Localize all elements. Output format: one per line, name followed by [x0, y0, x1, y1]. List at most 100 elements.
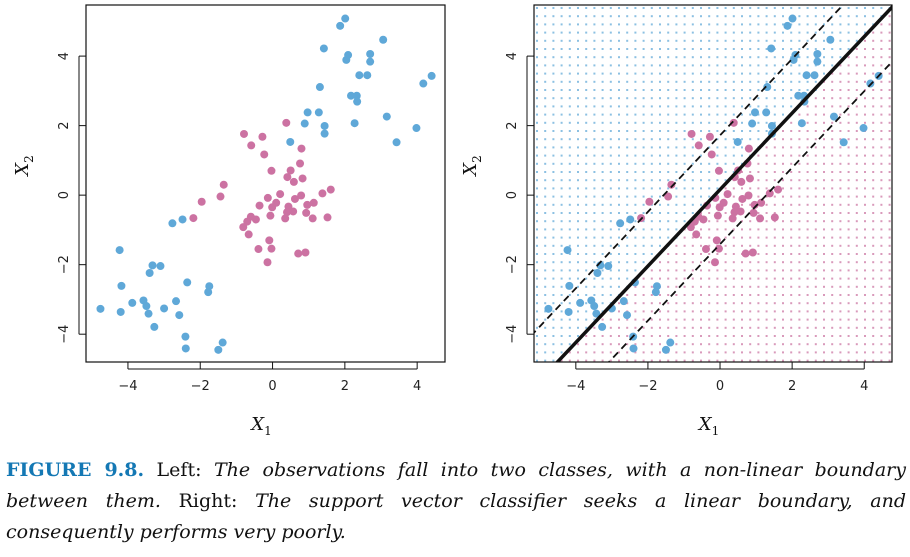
grid-dot [536, 351, 538, 354]
grid-dot [642, 121, 645, 124]
grid-dot [839, 105, 842, 108]
grid-dot [790, 162, 793, 165]
grid-dot [691, 39, 694, 42]
grid-dot [708, 269, 711, 272]
class-blue-point [181, 332, 190, 341]
grid-dot [700, 130, 702, 132]
grid-dot [650, 343, 653, 346]
grid-dot [577, 244, 579, 247]
grid-dot [609, 113, 612, 116]
grid-dot [855, 138, 858, 141]
grid-dot [650, 39, 653, 42]
grid-dot [741, 121, 743, 124]
grid-dot [757, 187, 760, 190]
grid-dot [880, 285, 883, 288]
grid-dot [708, 48, 711, 50]
grid-dot [823, 56, 825, 59]
grid-dot [536, 359, 538, 362]
grid-dot [724, 359, 727, 362]
grid-dot [724, 318, 727, 321]
grid-dot [823, 343, 825, 346]
grid-dot [667, 228, 670, 231]
grid-dot [667, 171, 670, 173]
grid-dot [749, 56, 752, 59]
grid-dot [650, 89, 653, 91]
grid-dot [773, 15, 776, 18]
grid-dot [568, 64, 571, 67]
grid-dot [864, 318, 866, 321]
grid-dot [593, 244, 596, 247]
grid-dot [790, 7, 793, 9]
grid-dot [798, 179, 801, 182]
grid-dot [872, 105, 875, 108]
grid-dot [708, 244, 711, 247]
grid-dot [880, 302, 883, 305]
grid-dot [675, 244, 678, 247]
class-pink-point [297, 144, 306, 153]
grid-dot [814, 64, 817, 67]
grid-dot [823, 269, 825, 272]
grid-dot [683, 261, 686, 264]
grid-dot [888, 195, 891, 198]
grid-dot [552, 179, 555, 182]
grid-dot [552, 7, 555, 9]
grid-dot [544, 15, 547, 18]
grid-dot [659, 269, 661, 272]
class-pink-point [301, 248, 310, 257]
grid-dot [888, 80, 891, 83]
grid-dot [765, 130, 768, 132]
class-blue-point [128, 298, 137, 307]
grid-dot [880, 335, 883, 337]
grid-dot [847, 335, 850, 337]
grid-dot [823, 7, 825, 9]
grid-dot [765, 335, 768, 337]
grid-dot [847, 15, 850, 18]
class-pink-point [745, 174, 754, 183]
caption-right-label: Right: [160, 490, 256, 512]
grid-dot [667, 15, 670, 18]
grid-dot [601, 80, 604, 83]
grid-dot [560, 105, 563, 108]
grid-dot [585, 212, 588, 214]
grid-dot [536, 285, 538, 288]
grid-dot [823, 212, 825, 214]
grid-dot [872, 318, 875, 321]
grid-dot [888, 212, 891, 214]
grid-dot [831, 187, 834, 190]
class-blue-point [623, 311, 632, 320]
grid-dot [880, 130, 883, 132]
grid-dot [667, 97, 670, 100]
grid-dot [683, 236, 686, 239]
grid-dot [888, 326, 891, 329]
grid-dot [601, 269, 604, 272]
grid-dot [782, 179, 784, 182]
grid-dot [683, 64, 686, 67]
grid-dot [847, 179, 850, 182]
grid-dot [601, 146, 604, 149]
grid-dot [552, 80, 555, 83]
grid-dot [700, 105, 702, 108]
grid-dot [683, 351, 686, 354]
grid-dot [691, 179, 694, 182]
grid-dot [855, 302, 858, 305]
grid-dot [823, 31, 825, 34]
grid-dot [601, 154, 604, 157]
grid-dot [749, 39, 752, 42]
grid-dot [536, 294, 538, 296]
grid-dot [831, 244, 834, 247]
grid-dot [831, 302, 834, 305]
class-blue-point [204, 288, 213, 297]
grid-dot [741, 187, 743, 190]
grid-dot [642, 220, 645, 223]
grid-dot [847, 171, 850, 173]
grid-dot [724, 277, 727, 280]
grid-dot [568, 113, 571, 116]
grid-dot [749, 294, 752, 296]
grid-dot [814, 7, 817, 9]
grid-dot [577, 105, 579, 108]
grid-dot [765, 39, 768, 42]
grid-dot [864, 171, 866, 173]
class-blue-point [172, 297, 181, 306]
grid-dot [741, 318, 743, 321]
